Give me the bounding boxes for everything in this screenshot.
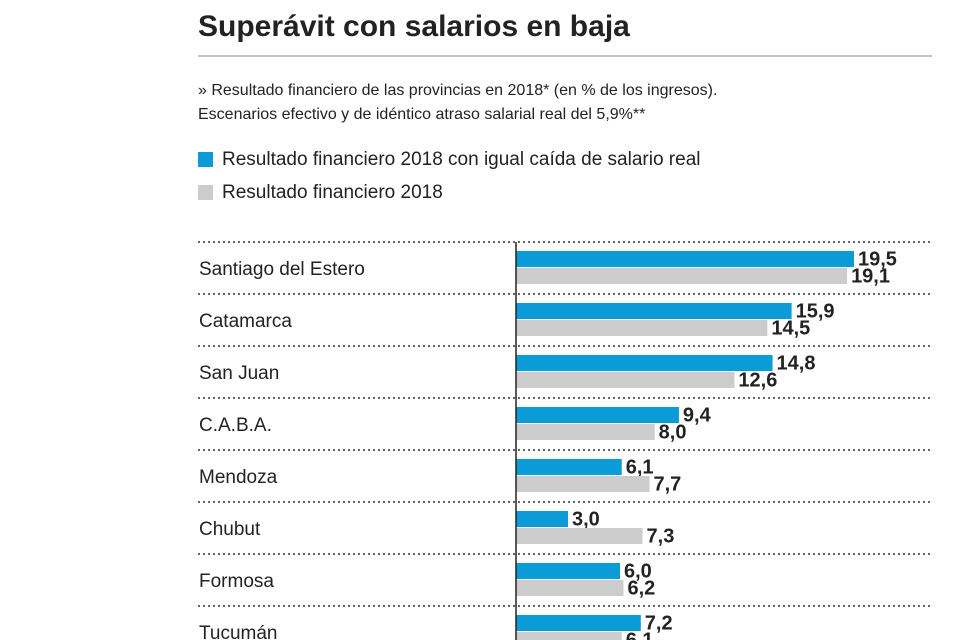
bar xyxy=(516,459,622,475)
legend-label: Resultado financiero 2018 xyxy=(222,182,443,203)
value-label: 19,5 xyxy=(858,248,897,270)
bar xyxy=(516,615,641,631)
category-label: Catamarca xyxy=(199,311,292,332)
category-label: C.A.B.A. xyxy=(199,415,272,436)
bar xyxy=(516,632,622,640)
bar xyxy=(516,303,792,319)
value-label: 6,1 xyxy=(626,456,654,478)
value-label: 6,2 xyxy=(627,577,655,599)
legend-label: Resultado financiero 2018 con igual caíd… xyxy=(222,149,700,170)
legend-swatch xyxy=(198,152,213,167)
value-label: 15,9 xyxy=(796,300,835,322)
bar xyxy=(516,251,854,267)
value-label: 12,6 xyxy=(738,369,777,391)
bar xyxy=(516,476,650,492)
category-label: Chubut xyxy=(199,519,261,540)
bar xyxy=(516,528,643,544)
bar xyxy=(516,424,655,440)
value-label: 6,0 xyxy=(624,560,652,582)
subtitle: Escenarios efectivo y de idéntico atraso… xyxy=(198,106,645,123)
category-label: San Juan xyxy=(199,363,279,384)
value-label: 19,1 xyxy=(851,265,890,287)
bar xyxy=(516,268,848,284)
category-label: Tucumán xyxy=(199,623,278,640)
subtitle: » Resultado financiero de las provincias… xyxy=(198,82,717,99)
legend-swatch xyxy=(198,185,213,200)
bar xyxy=(516,320,768,336)
bar xyxy=(516,355,773,371)
value-label: 14,5 xyxy=(771,317,810,339)
value-label: 7,3 xyxy=(647,525,675,547)
bar xyxy=(516,563,620,579)
bar xyxy=(516,372,735,388)
category-label: Mendoza xyxy=(199,467,278,488)
bar xyxy=(516,580,624,596)
category-label: Santiago del Estero xyxy=(199,259,365,280)
value-label: 8,0 xyxy=(659,421,687,443)
value-label: 7,7 xyxy=(653,473,681,495)
chart-title: Superávit con salarios en baja xyxy=(198,10,630,43)
value-label: 9,4 xyxy=(683,404,712,426)
category-label: Formosa xyxy=(199,571,274,592)
bar xyxy=(516,511,568,527)
value-label: 14,8 xyxy=(777,352,816,374)
value-label: 3,0 xyxy=(572,508,600,530)
value-label: 7,2 xyxy=(645,612,673,634)
bar xyxy=(516,407,679,423)
value-label: 6,1 xyxy=(626,629,654,640)
